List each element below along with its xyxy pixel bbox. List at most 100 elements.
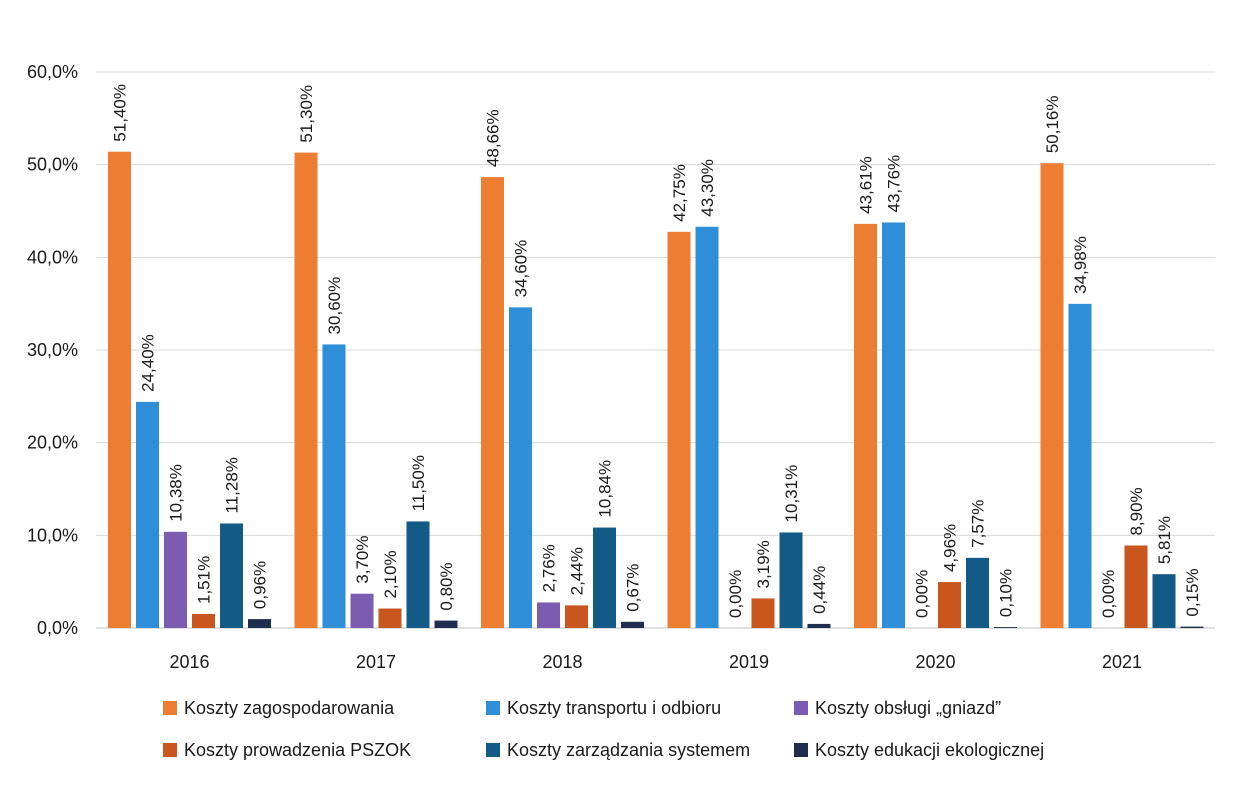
y-tick-label: 40,0%: [27, 247, 78, 267]
bar: [1040, 163, 1064, 628]
y-tick-label: 60,0%: [27, 62, 78, 82]
bar: [1068, 303, 1092, 628]
data-label: 3,70%: [353, 536, 372, 584]
bar: [164, 531, 187, 628]
bar: [220, 523, 243, 628]
data-label: 0,67%: [624, 564, 643, 612]
data-label: 34,60%: [512, 240, 531, 298]
bar: [350, 593, 374, 628]
y-tick-label: 50,0%: [27, 155, 78, 175]
data-label: 0,80%: [437, 562, 456, 610]
bar: [966, 557, 989, 628]
data-label: 48,66%: [484, 109, 503, 167]
data-label: 0,44%: [810, 566, 829, 614]
x-tick-label: 2021: [1102, 652, 1142, 672]
grid-lines: [96, 71, 1215, 629]
bar: [593, 527, 616, 628]
data-label: 0,10%: [997, 569, 1016, 617]
data-label: 11,28%: [223, 457, 242, 513]
data-label: 11,50%: [409, 455, 428, 511]
x-tick-label: 2016: [169, 652, 209, 672]
data-label: 0,15%: [1183, 568, 1202, 616]
data-label: 10,31%: [782, 465, 801, 523]
data-label: 43,76%: [885, 155, 904, 213]
legend-item: Koszty obsługi „gniazd”: [794, 698, 1001, 718]
bar: [248, 619, 271, 628]
y-tick-label: 20,0%: [27, 433, 78, 453]
legend-label: Koszty transportu i odbioru: [507, 698, 721, 718]
data-label: 51,40%: [111, 84, 130, 142]
data-label: 2,76%: [540, 544, 559, 592]
x-axis: 2016 2017 2018 2019 2020 2021: [169, 652, 1142, 672]
legend-swatch: [794, 743, 808, 757]
data-label: 51,30%: [297, 85, 316, 143]
legend-label: Koszty prowadzenia PSZOK: [184, 740, 411, 760]
legend-swatch: [163, 743, 177, 757]
legend-item: Koszty zarządzania systemem: [486, 740, 750, 760]
bar: [378, 608, 402, 628]
bar: [136, 401, 159, 628]
bar: [882, 222, 905, 628]
bar: [1124, 545, 1148, 628]
legend-swatch: [486, 701, 500, 715]
data-label: 34,98%: [1071, 236, 1090, 294]
data-label: 1,51%: [195, 556, 214, 604]
data-label: 42,75%: [670, 164, 689, 222]
legend-swatch: [163, 701, 177, 715]
x-tick-label: 2020: [915, 652, 955, 672]
legend: Koszty zagospodarowania Koszty transportu…: [163, 698, 1044, 760]
data-label: 8,90%: [1127, 487, 1146, 535]
bar: [406, 521, 430, 628]
bar: [481, 177, 504, 629]
bar: [1152, 574, 1176, 628]
x-tick-label: 2018: [542, 652, 582, 672]
bar: [667, 231, 691, 628]
legend-swatch: [794, 701, 808, 715]
data-label: 50,16%: [1043, 96, 1062, 154]
legend-item: Koszty zagospodarowania: [163, 698, 395, 718]
data-label: 2,10%: [381, 550, 400, 598]
legend-item: Koszty prowadzenia PSZOK: [163, 740, 411, 760]
bar: [322, 344, 346, 628]
bar: [192, 614, 215, 628]
legend-swatch: [486, 743, 500, 757]
legend-label: Koszty zarządzania systemem: [507, 740, 750, 760]
legend-label: Koszty edukacji ekologicznej: [815, 740, 1044, 760]
x-tick-label: 2017: [356, 652, 396, 672]
y-tick-label: 0,0%: [37, 618, 78, 638]
bar: [108, 151, 131, 628]
bar: [807, 623, 831, 628]
data-label: 0,96%: [251, 561, 270, 609]
bars: [108, 151, 1204, 629]
y-tick-label: 10,0%: [27, 525, 78, 545]
y-axis: 0,0% 10,0% 20,0% 30,0% 40,0% 50,0% 60,0%: [27, 62, 78, 638]
bar: [621, 621, 644, 628]
x-tick-label: 2019: [729, 652, 769, 672]
bar: [509, 307, 532, 628]
data-labels: 51,40% 24,40% 10,38% 1,51% 11,28% 0,96% 51,30%…: [111, 84, 1203, 618]
bar: [1180, 626, 1204, 628]
data-label: 30,60%: [325, 277, 344, 335]
legend-label: Koszty zagospodarowania: [184, 698, 395, 718]
data-label: 10,84%: [596, 460, 615, 518]
data-label: 0,00%: [726, 570, 745, 618]
bar: [854, 223, 877, 628]
bar: [779, 532, 803, 628]
data-label: 3,19%: [754, 540, 773, 588]
data-label: 43,61%: [857, 156, 876, 214]
data-label: 2,44%: [568, 547, 587, 595]
data-label: 4,96%: [941, 524, 960, 572]
y-tick-label: 30,0%: [27, 340, 78, 360]
data-label: 7,57%: [969, 500, 988, 548]
data-label: 0,00%: [913, 570, 932, 618]
bar: [434, 620, 458, 628]
legend-item: Koszty edukacji ekologicznej: [794, 740, 1044, 760]
bar: [751, 598, 775, 628]
legend-label: Koszty obsługi „gniazd”: [815, 698, 1001, 718]
bar: [294, 152, 318, 628]
bar: [695, 226, 719, 628]
data-label: 43,30%: [698, 159, 717, 217]
bar: [938, 582, 961, 628]
